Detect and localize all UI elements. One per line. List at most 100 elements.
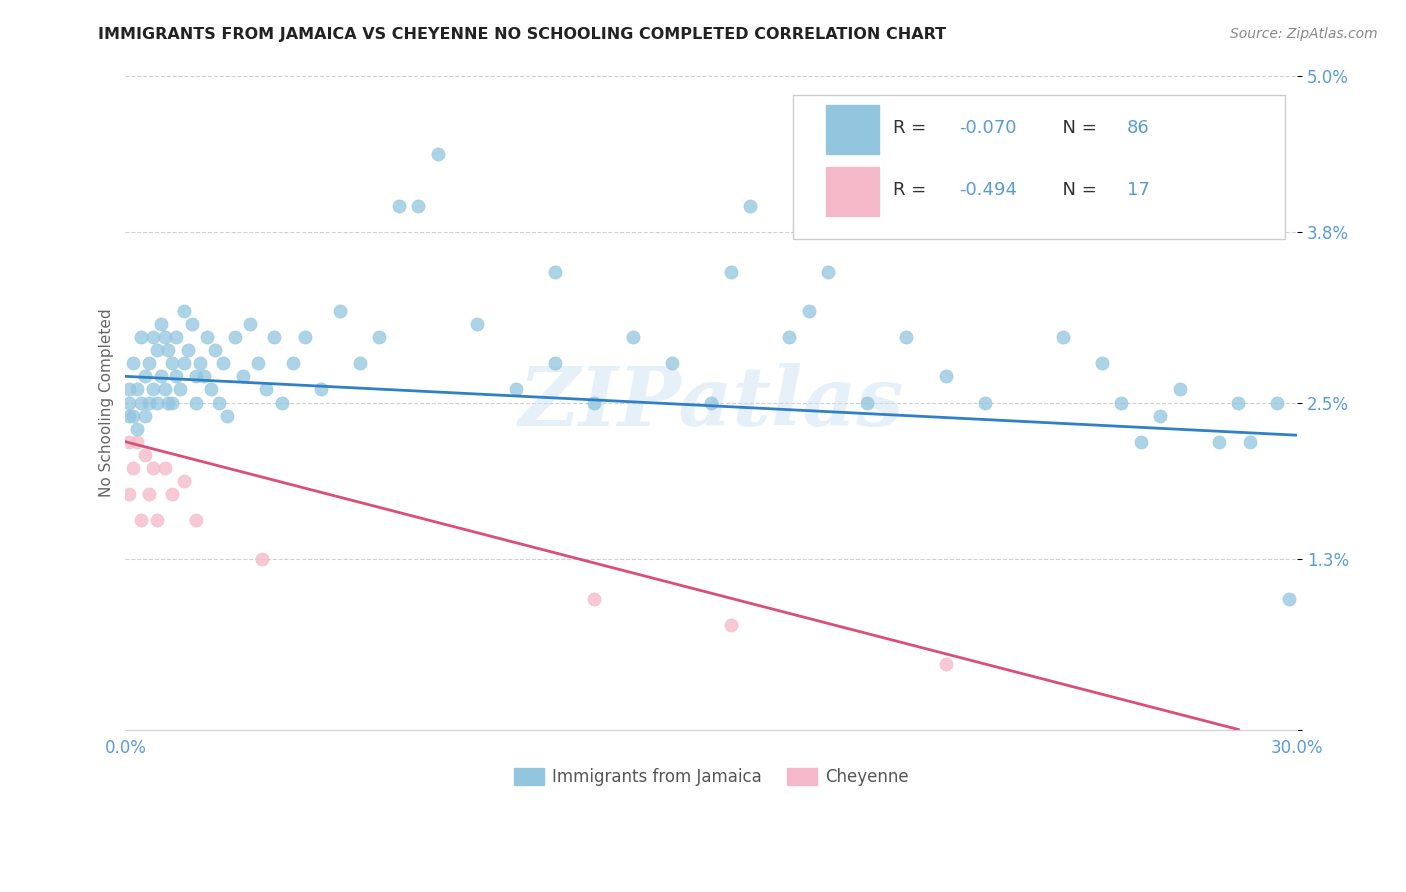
Point <box>797 304 820 318</box>
Point <box>254 383 277 397</box>
Point <box>720 265 742 279</box>
Point <box>134 409 156 423</box>
Point <box>329 304 352 318</box>
Point <box>134 448 156 462</box>
Y-axis label: No Schooling Completed: No Schooling Completed <box>100 309 114 497</box>
Point <box>122 409 145 423</box>
Point <box>544 356 567 370</box>
Point <box>169 383 191 397</box>
Point <box>197 330 219 344</box>
Point <box>173 304 195 318</box>
Text: 17: 17 <box>1128 181 1150 199</box>
Text: -0.494: -0.494 <box>959 181 1018 199</box>
Point <box>184 513 207 527</box>
Point <box>127 422 149 436</box>
Point <box>118 434 141 449</box>
Point <box>127 383 149 397</box>
Point <box>700 395 723 409</box>
Point <box>129 330 152 344</box>
Point <box>208 395 231 409</box>
Point <box>621 330 644 344</box>
Point <box>145 513 167 527</box>
Point <box>247 356 270 370</box>
Point <box>153 383 176 397</box>
Text: IMMIGRANTS FROM JAMAICA VS CHEYENNE NO SCHOOLING COMPLETED CORRELATION CHART: IMMIGRANTS FROM JAMAICA VS CHEYENNE NO S… <box>98 27 946 42</box>
Point <box>162 487 184 501</box>
Point <box>118 383 141 397</box>
Point <box>1239 434 1261 449</box>
Point <box>153 461 176 475</box>
Point <box>505 383 527 397</box>
Point <box>118 395 141 409</box>
Point <box>349 356 371 370</box>
Point <box>173 474 195 488</box>
Point <box>1208 434 1230 449</box>
Point <box>263 330 285 344</box>
Point <box>142 461 165 475</box>
Point <box>129 513 152 527</box>
Point <box>973 395 995 409</box>
Bar <box>827 105 879 154</box>
Point <box>118 487 141 501</box>
Point <box>232 369 254 384</box>
Point <box>149 317 172 331</box>
Text: N =: N = <box>1050 181 1102 199</box>
Point <box>778 330 800 344</box>
Point <box>1091 356 1114 370</box>
Point <box>817 265 839 279</box>
Point <box>129 395 152 409</box>
Point <box>200 383 222 397</box>
Point <box>177 343 200 358</box>
Point <box>583 591 606 606</box>
Point <box>896 330 918 344</box>
Point <box>142 383 165 397</box>
Point <box>1149 409 1171 423</box>
FancyBboxPatch shape <box>793 95 1285 239</box>
Point <box>740 199 762 213</box>
Point <box>270 395 292 409</box>
Point <box>426 147 449 161</box>
Point <box>118 409 141 423</box>
Point <box>145 395 167 409</box>
Point <box>184 369 207 384</box>
Point <box>250 552 273 566</box>
Point <box>138 395 160 409</box>
Text: R =: R = <box>893 119 932 136</box>
Point <box>122 356 145 370</box>
Point <box>142 330 165 344</box>
Point <box>188 356 211 370</box>
Legend: Immigrants from Jamaica, Cheyenne: Immigrants from Jamaica, Cheyenne <box>508 762 915 793</box>
Point <box>165 330 187 344</box>
Point <box>180 317 202 331</box>
Point <box>1267 395 1289 409</box>
Point <box>134 369 156 384</box>
Point <box>309 383 332 397</box>
Point <box>138 356 160 370</box>
Point <box>583 395 606 409</box>
Point <box>145 343 167 358</box>
Point <box>283 356 305 370</box>
Point <box>153 330 176 344</box>
Point <box>157 343 180 358</box>
Point <box>720 618 742 632</box>
Point <box>193 369 215 384</box>
Point <box>408 199 430 213</box>
Point <box>661 356 683 370</box>
Point <box>215 409 238 423</box>
Point <box>173 356 195 370</box>
Point <box>1227 395 1250 409</box>
Bar <box>827 167 879 216</box>
Point <box>165 369 187 384</box>
Point <box>934 369 956 384</box>
Text: ZIPatlas: ZIPatlas <box>519 362 904 442</box>
Point <box>162 356 184 370</box>
Point <box>157 395 180 409</box>
Point <box>1129 434 1152 449</box>
Point <box>1278 591 1301 606</box>
Text: N =: N = <box>1050 119 1102 136</box>
Point <box>122 461 145 475</box>
Point <box>856 395 879 409</box>
Text: -0.070: -0.070 <box>959 119 1017 136</box>
Point <box>1052 330 1074 344</box>
Point <box>224 330 246 344</box>
